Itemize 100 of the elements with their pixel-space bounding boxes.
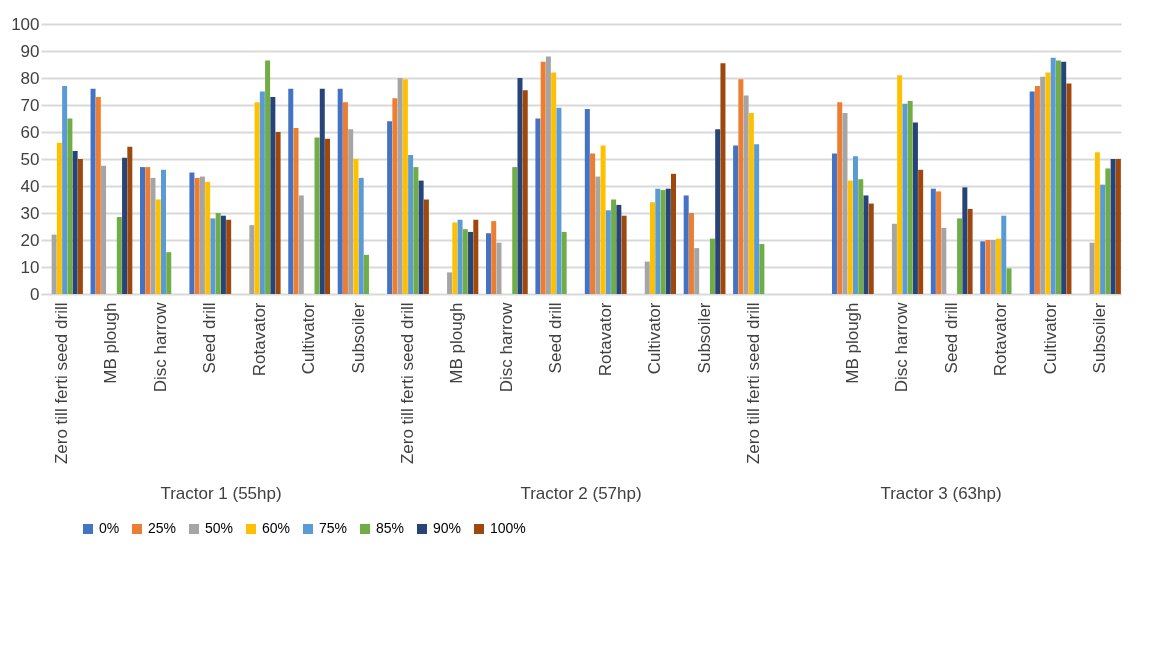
x-tick-label: MB plough	[842, 302, 862, 384]
bar	[249, 225, 255, 294]
bar	[720, 63, 726, 294]
x-tick-label: Cultivator	[299, 302, 319, 375]
x-tick-label: MB plough	[101, 302, 121, 384]
bar	[319, 88, 325, 294]
x-tick-label: Disc harrow	[496, 301, 516, 393]
bar	[145, 167, 151, 294]
bar	[967, 208, 973, 294]
bar	[962, 187, 968, 294]
bar	[863, 195, 869, 294]
bar	[90, 88, 96, 294]
bar	[891, 223, 897, 294]
legend-label: 90%	[433, 520, 462, 536]
bar	[941, 227, 947, 294]
bar	[545, 56, 551, 294]
legend-label: 60%	[262, 520, 291, 536]
y-tick-label: 0	[30, 284, 40, 304]
bar	[930, 188, 936, 294]
x-tick-label: Cultivator	[1040, 302, 1060, 375]
bar	[392, 98, 398, 294]
bar	[694, 248, 700, 294]
bar	[957, 218, 963, 294]
legend-label: 50%	[205, 520, 234, 536]
bar	[902, 103, 908, 294]
bar	[831, 153, 837, 294]
bar	[540, 61, 546, 294]
bar	[452, 222, 458, 294]
bar	[95, 96, 101, 294]
bar	[660, 190, 666, 294]
bar	[189, 172, 195, 294]
x-tick-label: Rotavator	[991, 302, 1011, 377]
bar	[288, 88, 294, 294]
x-tick-label: MB plough	[447, 302, 467, 384]
y-tick-label: 20	[20, 230, 40, 250]
bar	[150, 177, 156, 294]
y-tick-label: 90	[20, 41, 40, 61]
bar	[293, 127, 299, 294]
x-tick-label: Disc harrow	[150, 301, 170, 393]
x-tick-label: Seed drill	[546, 302, 566, 374]
bar	[1050, 57, 1056, 294]
bar	[205, 181, 211, 294]
bar	[314, 137, 320, 294]
bar	[897, 75, 903, 294]
bar	[220, 215, 226, 294]
bar	[847, 180, 853, 294]
y-tick-label: 10	[20, 257, 40, 277]
bar	[166, 252, 172, 294]
x-tick-label: Seed drill	[200, 302, 220, 374]
bar	[754, 144, 760, 294]
bar	[605, 210, 611, 294]
bar	[485, 233, 491, 294]
bar	[413, 167, 419, 294]
bar	[194, 177, 200, 294]
bar	[387, 121, 393, 294]
bar	[1094, 152, 1100, 294]
bar	[1001, 215, 1007, 294]
bar	[616, 204, 622, 294]
bar	[77, 159, 83, 294]
bar	[918, 169, 924, 294]
bar	[600, 145, 606, 294]
bar	[337, 88, 343, 294]
bar	[1034, 86, 1040, 294]
bar	[72, 150, 78, 294]
bar	[447, 272, 453, 294]
bar	[270, 96, 276, 294]
bar	[1055, 60, 1061, 294]
bar	[655, 188, 661, 294]
legend-label: 0%	[99, 520, 120, 536]
bar	[1045, 72, 1051, 294]
bar	[1040, 76, 1046, 294]
bar	[1066, 83, 1072, 294]
bar	[1089, 242, 1095, 294]
bar	[491, 221, 497, 294]
x-tick-label: Rotavator	[249, 302, 269, 377]
bar	[936, 191, 942, 294]
bar	[907, 100, 913, 294]
bar	[468, 231, 474, 294]
x-tick-label: Subsoiler	[348, 302, 368, 374]
bar	[522, 90, 528, 294]
bar	[473, 219, 479, 294]
x-tick-label: Subsoiler	[694, 302, 714, 374]
bar	[139, 167, 145, 294]
bar	[837, 102, 843, 294]
bar	[738, 79, 744, 294]
bar	[1105, 168, 1111, 294]
bar	[397, 78, 403, 294]
bar	[595, 176, 601, 294]
bar	[462, 229, 468, 294]
bar	[1115, 159, 1121, 294]
bar	[748, 113, 754, 294]
bar	[683, 195, 689, 294]
bar	[1100, 184, 1106, 294]
bar	[199, 176, 205, 294]
bar	[457, 219, 463, 294]
bar	[254, 102, 260, 294]
bar	[590, 153, 596, 294]
bar	[621, 215, 627, 294]
bar	[517, 78, 523, 294]
bar	[363, 254, 369, 294]
